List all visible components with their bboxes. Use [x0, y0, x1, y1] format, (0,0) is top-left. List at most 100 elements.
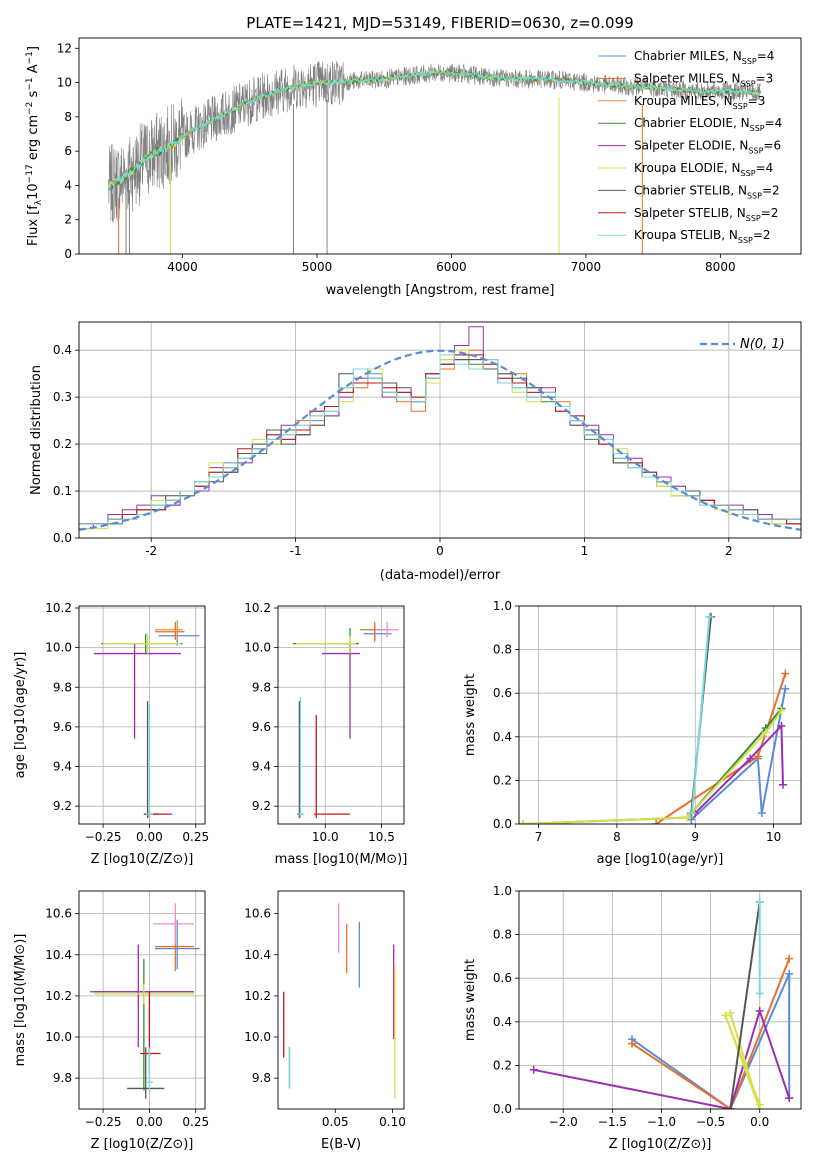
age-vs-z-y-label: age [log10(age/yr)]	[13, 652, 28, 779]
x-tick-label: −0.25	[85, 830, 122, 844]
y-tick-label: 10.0	[244, 1030, 271, 1044]
age-vs-mass-plot-area	[292, 621, 399, 819]
x-tick-label: −0.5	[696, 1115, 725, 1129]
y-tick-label: 12	[57, 41, 72, 55]
spectrum-frame	[78, 37, 802, 255]
age-vs-mass-axes: 10.0 10.5 9.2 9.4 9.6 9.8 10.0 10.2	[244, 601, 404, 844]
y-tick-label: 10.2	[45, 989, 72, 1003]
y-tick-label: 0.4	[53, 343, 72, 357]
histogram-axes: -2 -1 0 1 2 0.0 0.1 0.2 0.3 0.4	[53, 322, 801, 558]
x-tick-label: 0.10	[379, 1115, 406, 1129]
y-tick-label: 9.4	[252, 760, 271, 774]
weight-vs-z-frame	[518, 890, 802, 1110]
x-tick-label: 10.0	[312, 830, 339, 844]
x-tick-label: 8000	[705, 260, 736, 274]
y-label-part: =3	[756, 71, 774, 85]
legend-label: Salpeter ELODIE, NSSP=6	[634, 139, 781, 156]
y-tick-label: 0.2	[53, 437, 72, 451]
y-tick-label: 9.8	[53, 680, 72, 694]
mass-vs-ebv-axes: 0.05 0.10 9.8 10.0 10.2 10.4 10.6	[244, 907, 406, 1129]
y-label-part: A	[26, 64, 41, 77]
weight-series-line	[522, 710, 783, 824]
y-label-part: =4	[756, 161, 774, 175]
weight-vs-z-y-label: mass weight	[463, 959, 478, 1041]
y-tick-label: 0.8	[493, 643, 512, 657]
y-label-part: Salpeter MILES, N	[634, 71, 741, 85]
weight-series-line	[631, 958, 791, 1109]
y-label-part: =2	[753, 228, 771, 242]
y-tick-label: 10.6	[45, 907, 72, 921]
mass-vs-z-y-label: mass [log10(M/M⊙)]	[13, 934, 28, 1067]
y-label-part: −1	[25, 51, 35, 64]
weight-vs-age-plot-area	[519, 612, 790, 824]
y-tick-label: 10.2	[45, 601, 72, 615]
y-tick-label: 10.0	[45, 1030, 72, 1044]
x-tick-label: 2	[725, 544, 733, 558]
y-tick-label: 9.8	[53, 1071, 72, 1085]
y-label-part: =3	[748, 94, 766, 108]
legend-label: Chabrier ELODIE, NSSP=4	[634, 116, 782, 133]
x-tick-label: -1	[290, 544, 302, 558]
x-tick-label: 0.0	[750, 1115, 769, 1129]
mass-vs-z-frame	[78, 890, 206, 1110]
weight-vs-age-x-label: age [log10(age/yr)]	[597, 852, 724, 867]
model-spectrum-line	[108, 69, 761, 192]
y-label-part: Kroupa MILES, N	[634, 94, 733, 108]
y-tick-label: 0.4	[493, 1015, 512, 1029]
mass-vs-ebv-x-label: E(B-V)	[321, 1137, 361, 1152]
y-label-part: =6	[763, 139, 781, 153]
x-tick-label: 7	[535, 830, 543, 844]
figure-title: PLATE=1421, MJD=53149, FIBERID=0630, z=0…	[246, 14, 633, 32]
x-tick-label: 0.05	[322, 1115, 349, 1129]
y-label-part: SSP	[747, 191, 762, 200]
y-label-part: Kroupa STELIB, N	[634, 228, 738, 242]
x-tick-label: 1	[581, 544, 589, 558]
y-tick-label: 0.4	[493, 730, 512, 744]
weight-series-line	[694, 723, 784, 814]
y-tick-label: 0	[64, 247, 72, 261]
y-label-part: Chabrier STELIB, N	[634, 183, 747, 197]
age-vs-z-x-label: Z [log10(Z/Z⊙)]	[91, 852, 194, 867]
x-tick-label: 6000	[436, 260, 467, 274]
weight-vs-age-frame	[518, 605, 802, 825]
histogram-plot-area	[79, 326, 801, 531]
y-tick-label: 10.0	[244, 641, 271, 655]
gaussian-legend-label: N(0, 1)	[740, 337, 785, 352]
spectrum-axes: 4000 5000 6000 7000 8000 0 2 4 6 8 10 12	[57, 41, 736, 274]
y-tick-label: 10.2	[244, 601, 271, 615]
y-label-part: =2	[762, 183, 780, 197]
weight-series-line	[724, 1012, 761, 1109]
x-tick-label: 8	[613, 830, 621, 844]
y-label-part: SSP	[738, 236, 753, 245]
histogram-y-label: Normed distribution	[29, 365, 44, 495]
plots-group: 4000 5000 6000 7000 8000024681012wavelength …	[13, 37, 802, 1152]
gaussian-curve	[79, 349, 801, 531]
legend-label: Chabrier STELIB, NSSP=2	[634, 183, 780, 200]
spectrum-y-label: Flux [fλ10−17 erg cm−2 s−1 A−1]	[25, 46, 44, 246]
y-tick-label: 9.6	[53, 720, 72, 734]
y-label-part: =2	[761, 206, 779, 220]
y-tick-label: 0.2	[493, 773, 512, 787]
mass-vs-ebv-frame	[277, 890, 405, 1110]
histogram-x-label: (data-model)/error	[380, 568, 501, 583]
legend-label: Kroupa STELIB, NSSP=2	[634, 228, 771, 245]
y-tick-label: 9.8	[252, 1071, 271, 1085]
y-tick-label: 2	[64, 213, 72, 227]
y-tick-label: 4	[64, 178, 72, 192]
y-tick-label: 10.4	[244, 948, 271, 962]
legend-label: Salpeter STELIB, NSSP=2	[634, 206, 778, 223]
y-tick-label: 1.0	[493, 884, 512, 898]
y-tick-label: 10.6	[244, 907, 271, 921]
histogram-frame	[78, 321, 802, 539]
weight-vs-age-axes: 7 8 9 10 0.0 0.2 0.4 0.6 0.8 1.0	[493, 599, 801, 844]
mass-vs-ebv-plot-area	[283, 903, 396, 1099]
y-label-part: Salpeter ELODIE, N	[634, 139, 748, 153]
y-tick-label: 0.6	[493, 686, 512, 700]
y-label-part: SSP	[748, 147, 763, 156]
mass-vs-z-axes: −0.25 0.00 0.25 9.8 10.0 10.2 10.4 10.6	[45, 891, 209, 1129]
histogram-step-line	[79, 354, 801, 525]
y-label-part: SSP	[733, 102, 748, 111]
y-label-part: erg cm	[26, 115, 41, 164]
y-tick-label: 9.6	[252, 720, 271, 734]
